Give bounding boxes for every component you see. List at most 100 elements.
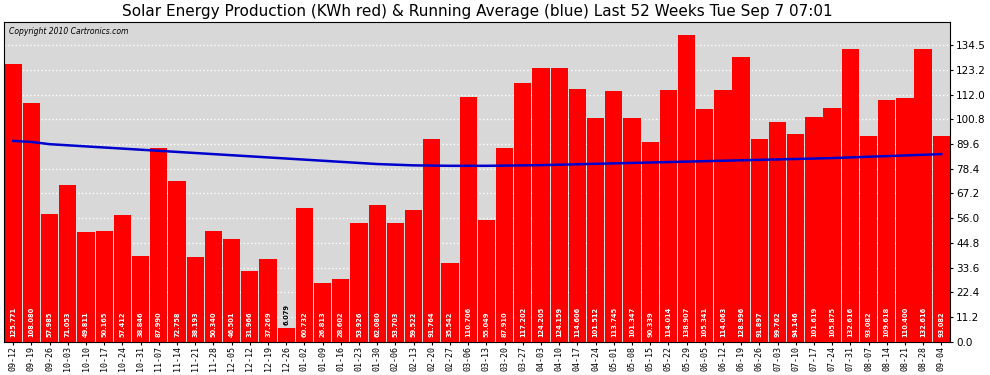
Bar: [5, 64, 22, 342]
Text: 6.079: 6.079: [283, 304, 289, 325]
Text: 109.618: 109.618: [884, 307, 890, 337]
Bar: [678, 35, 695, 342]
Bar: [41, 214, 58, 342]
Bar: [568, 89, 586, 342]
Text: 114.014: 114.014: [665, 307, 671, 337]
Bar: [769, 122, 786, 342]
Bar: [624, 118, 641, 342]
Bar: [205, 231, 222, 342]
Text: 87.990: 87.990: [155, 312, 161, 337]
Text: 31.966: 31.966: [247, 312, 252, 337]
Bar: [442, 263, 458, 342]
Text: 138.907: 138.907: [683, 307, 690, 337]
Bar: [496, 148, 513, 342]
Bar: [168, 181, 186, 342]
Bar: [114, 215, 131, 342]
Bar: [605, 91, 623, 342]
Text: 101.619: 101.619: [811, 307, 817, 337]
Bar: [132, 256, 149, 342]
Bar: [368, 205, 386, 342]
Bar: [77, 232, 95, 342]
Text: 38.846: 38.846: [138, 312, 144, 337]
Text: 90.339: 90.339: [647, 312, 653, 337]
Bar: [824, 108, 841, 342]
Text: 60.732: 60.732: [301, 312, 308, 337]
Text: 71.053: 71.053: [65, 312, 71, 337]
Text: 38.193: 38.193: [192, 312, 198, 337]
Text: 46.501: 46.501: [229, 312, 235, 337]
Bar: [478, 220, 495, 342]
Bar: [842, 49, 859, 342]
Text: 49.811: 49.811: [83, 312, 89, 337]
Text: 108.080: 108.080: [29, 307, 35, 337]
Bar: [514, 83, 532, 342]
Text: 128.996: 128.996: [739, 307, 744, 337]
Text: 117.202: 117.202: [520, 307, 526, 337]
Bar: [750, 139, 768, 342]
Text: 132.616: 132.616: [847, 307, 853, 337]
Bar: [350, 223, 367, 342]
Text: 37.269: 37.269: [265, 312, 271, 337]
Bar: [59, 185, 76, 342]
Bar: [423, 139, 441, 342]
Bar: [387, 223, 404, 342]
Bar: [296, 208, 313, 342]
Bar: [805, 117, 823, 342]
Text: 87.910: 87.910: [502, 312, 508, 337]
Text: 110.706: 110.706: [465, 307, 471, 337]
Text: 91.897: 91.897: [756, 312, 762, 337]
Bar: [333, 279, 349, 342]
Bar: [223, 239, 241, 342]
Bar: [860, 136, 877, 342]
Bar: [405, 210, 423, 342]
Text: 105.341: 105.341: [702, 307, 708, 337]
Bar: [787, 134, 804, 342]
Bar: [587, 118, 604, 342]
Bar: [533, 68, 549, 342]
Text: 28.602: 28.602: [338, 312, 344, 337]
Text: 53.926: 53.926: [356, 312, 362, 337]
Bar: [733, 57, 749, 342]
Bar: [150, 147, 167, 342]
Text: 101.512: 101.512: [593, 307, 599, 337]
Text: 55.049: 55.049: [483, 312, 489, 337]
Text: 110.400: 110.400: [902, 307, 908, 337]
Bar: [878, 100, 895, 342]
Bar: [550, 68, 568, 342]
Text: 50.165: 50.165: [101, 312, 107, 337]
Bar: [277, 328, 295, 342]
Text: Copyright 2010 Cartronics.com: Copyright 2010 Cartronics.com: [9, 27, 129, 36]
Text: 94.146: 94.146: [793, 312, 799, 337]
Text: 125.771: 125.771: [10, 307, 16, 337]
Text: 124.205: 124.205: [538, 307, 544, 337]
Bar: [259, 260, 276, 342]
Text: 93.082: 93.082: [939, 312, 944, 337]
Text: 91.764: 91.764: [429, 312, 435, 337]
Title: Solar Energy Production (KWh red) & Running Average (blue) Last 52 Weeks Tue Sep: Solar Energy Production (KWh red) & Runn…: [122, 4, 833, 19]
Text: 101.347: 101.347: [629, 307, 635, 337]
Bar: [23, 103, 41, 342]
Bar: [314, 282, 332, 342]
Text: 114.063: 114.063: [720, 307, 726, 337]
Text: 35.542: 35.542: [447, 312, 453, 337]
Bar: [915, 49, 932, 342]
Text: 59.522: 59.522: [411, 312, 417, 337]
Text: 105.875: 105.875: [829, 307, 836, 337]
Text: 26.813: 26.813: [320, 312, 326, 337]
Bar: [896, 98, 914, 342]
Bar: [96, 231, 113, 342]
Text: 114.606: 114.606: [574, 307, 580, 337]
Text: 99.762: 99.762: [774, 312, 780, 337]
Bar: [715, 90, 732, 342]
Bar: [186, 257, 204, 342]
Text: 72.758: 72.758: [174, 312, 180, 337]
Text: 50.340: 50.340: [211, 312, 217, 337]
Text: 57.985: 57.985: [47, 312, 52, 337]
Bar: [696, 109, 714, 342]
Bar: [459, 98, 477, 342]
Text: 57.412: 57.412: [120, 312, 126, 337]
Bar: [242, 271, 258, 342]
Text: 113.745: 113.745: [611, 307, 617, 337]
Text: 53.703: 53.703: [392, 312, 398, 337]
Text: 93.082: 93.082: [865, 312, 871, 337]
